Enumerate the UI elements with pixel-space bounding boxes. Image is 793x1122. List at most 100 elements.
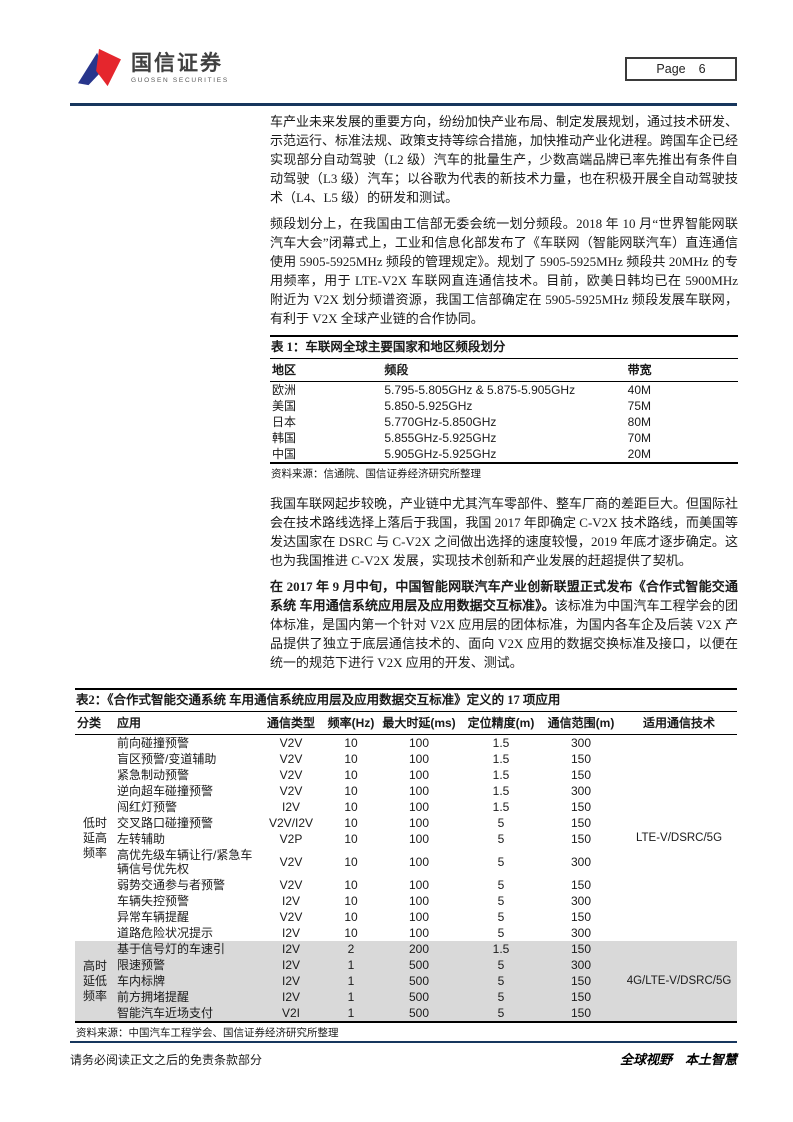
value-cell: 150	[570, 878, 592, 892]
value-cell: V2V	[279, 736, 303, 750]
value-cell: 1	[325, 957, 377, 973]
paragraph-4-rest: 该标准为中国汽车工程学会的团体标准，是国内第一个针对 V2X 应用层的团体标准，…	[270, 598, 738, 670]
application-cell: 逆向超车碰撞预警	[117, 784, 214, 798]
value-cell: 10	[344, 832, 358, 846]
value-cell: 1.5	[492, 736, 510, 750]
value-cell: 150	[570, 910, 592, 924]
value-cell: 10	[344, 736, 358, 750]
value-cell: 5	[497, 816, 505, 830]
value-cell: 150	[541, 989, 621, 1005]
application-cell: 基于信号灯的车速引	[115, 941, 257, 957]
value-cell: 1.5	[492, 768, 510, 782]
column-header-tech: 适用通信技术	[621, 712, 737, 735]
application-cell: 左转辅助	[117, 832, 166, 846]
value-cell: 500	[377, 973, 461, 989]
table-cell: 75M	[627, 399, 652, 413]
table-cell: 5.905GHz-5.925GHz	[384, 447, 497, 461]
value-cell: 100	[408, 784, 430, 798]
value-cell: 500	[377, 989, 461, 1005]
footer-rule	[70, 1041, 737, 1043]
tech-cell: LTE-V/DSRC/5G	[635, 832, 723, 844]
value-cell: 200	[377, 941, 461, 957]
table-cell: 欧洲	[272, 383, 297, 397]
paragraph-1: 车产业未来发展的重要方向，纷纷加快产业布局、制定发展规划，通过技术研发、示范运行…	[270, 114, 739, 205]
value-cell: 100	[408, 894, 430, 908]
value-cell: 5	[461, 1005, 541, 1022]
value-cell: V2V	[279, 855, 303, 869]
column-header-frequency: 频率(Hz)	[325, 712, 377, 735]
value-cell: 10	[344, 855, 358, 869]
table-row: 中国 5.905GHz-5.925GHz 20M	[270, 446, 738, 463]
value-cell: 5	[497, 926, 505, 940]
value-cell: V2V	[279, 910, 303, 924]
value-cell: 300	[570, 855, 592, 869]
column-header-application: 应用	[115, 712, 257, 735]
value-cell: V2P	[279, 832, 303, 846]
table-cell: 70M	[627, 431, 652, 445]
table-row: 弱势交通参与者预警 V2V 10 100 5 150	[75, 877, 737, 893]
value-cell: 100	[408, 816, 430, 830]
value-cell: 150	[570, 752, 592, 766]
application-cell: 紧急制动预警	[117, 768, 190, 782]
value-cell: 1	[325, 989, 377, 1005]
table2-body: 低时延高频率 前向碰撞预警 V2V 10 100 1.5 300 LTE-V/DSRC/5G 盲…	[75, 735, 737, 1022]
brand-subtitle: GUOSEN SECURITIES	[131, 76, 229, 84]
value-cell: 2	[325, 941, 377, 957]
value-cell: 1.5	[492, 784, 510, 798]
value-cell: 10	[344, 752, 358, 766]
paragraph-4-bold-lead: 在 2017 年 9 月中旬，中国智能网联汽车产业创新联盟正式发布《合作式智能交…	[270, 579, 738, 613]
value-cell: 100	[408, 736, 430, 750]
value-cell: I2V	[257, 989, 325, 1005]
value-cell: 150	[570, 832, 592, 846]
value-cell: 10	[344, 816, 358, 830]
value-cell: 150	[570, 816, 592, 830]
table1-header-row: 地区 频段 带宽	[270, 359, 738, 382]
value-cell: 100	[408, 768, 430, 782]
table2-header-row: 分类 应用 通信类型 频率(Hz) 最大时延(ms) 定位精度(m) 通信范围(…	[75, 712, 737, 735]
value-cell: 1.5	[461, 941, 541, 957]
value-cell: V2V	[279, 878, 303, 892]
page-number: 6	[698, 62, 706, 76]
column-header-band: 频段	[382, 359, 626, 382]
value-cell: 10	[344, 784, 358, 798]
application-cell: 异常车辆提醒	[117, 910, 190, 924]
value-cell: 5	[497, 878, 505, 892]
value-cell: 300	[570, 926, 592, 940]
table-row: 日本 5.770GHz-5.850GHz 80M	[270, 414, 738, 430]
value-cell: V2I	[257, 1005, 325, 1022]
column-header-category: 分类	[75, 712, 115, 735]
paragraph-2: 频段划分上，在我国由工信部无委会统一划分频段。2018 年 10 月“世界智能网…	[270, 216, 738, 326]
content-column: 车产业未来发展的重要方向，纷纷加快产业布局、制定发展规划，通过技术研发、示范运行…	[270, 112, 738, 679]
column-header-max-delay: 最大时延(ms)	[377, 712, 461, 735]
application-cell: 车内标牌	[115, 973, 257, 989]
value-cell: 100	[408, 910, 430, 924]
column-header-range: 通信范围(m)	[541, 712, 621, 735]
application-cell: 弱势交通参与者预警	[117, 878, 226, 892]
value-cell: 150	[541, 1005, 621, 1022]
table-row: 异常车辆提醒 V2V 10 100 5 150	[75, 909, 737, 925]
value-cell: 300	[541, 957, 621, 973]
table2-block: 表2：《合作式智能交通系统 车用通信系统应用层及应用数据交互标准》定义的 17 …	[75, 688, 737, 1040]
header-rule	[70, 103, 737, 106]
value-cell: 1.5	[492, 752, 510, 766]
table-row: 智能汽车近场支付 V2I 1 500 5 150	[75, 1005, 737, 1022]
table-cell: 20M	[627, 447, 652, 461]
table-row: 美国 5.850-5.925GHz 75M	[270, 398, 738, 414]
table-row: 前方拥堵提醒 I2V 1 500 5 150	[75, 989, 737, 1005]
value-cell: I2V	[281, 926, 300, 940]
table1-block: 表 1：车联网全球主要国家和地区频段划分 地区 频段 带宽 欧洲 5.795-5.…	[270, 335, 738, 481]
value-cell: 1.5	[492, 800, 510, 814]
table-row: 逆向超车碰撞预警 V2V 10 100 1.5 300	[75, 783, 737, 799]
value-cell: I2V	[257, 941, 325, 957]
application-cell: 盲区预警/变道辅助	[117, 752, 217, 766]
footer-disclaimer: 请务必阅读正文之后的免责条款部分	[70, 1053, 263, 1067]
value-cell: 150	[541, 941, 621, 957]
value-cell: 10	[344, 926, 358, 940]
value-cell: 150	[570, 800, 592, 814]
table-cell: 5.770GHz-5.850GHz	[384, 415, 497, 429]
value-cell: 10	[344, 910, 358, 924]
value-cell: I2V	[281, 894, 300, 908]
value-cell: 1	[325, 1005, 377, 1022]
application-cell: 智能汽车近场支付	[115, 1005, 257, 1022]
